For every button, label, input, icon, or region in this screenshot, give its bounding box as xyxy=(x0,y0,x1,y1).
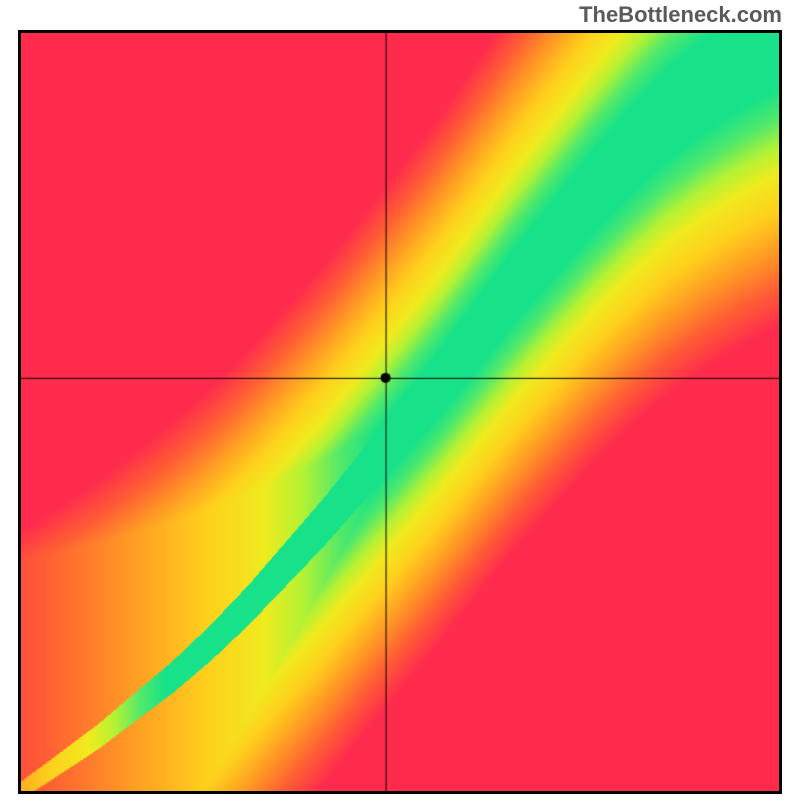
watermark-text: TheBottleneck.com xyxy=(579,2,782,28)
chart-container: TheBottleneck.com xyxy=(0,0,800,800)
heatmap-chart xyxy=(18,30,782,794)
heatmap-canvas xyxy=(21,33,779,791)
